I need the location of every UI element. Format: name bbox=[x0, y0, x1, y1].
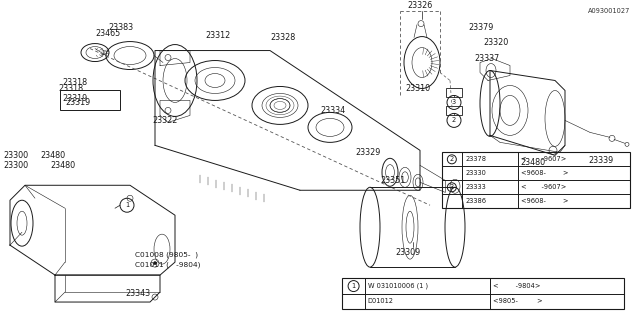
Text: 23386: 23386 bbox=[465, 198, 486, 204]
Text: 23351: 23351 bbox=[380, 176, 405, 185]
Text: W 031010006 (1 ): W 031010006 (1 ) bbox=[368, 283, 428, 289]
Bar bbox=[442, 152, 630, 208]
Text: 23378: 23378 bbox=[465, 156, 486, 162]
Bar bbox=[60, 91, 120, 110]
Text: 23480: 23480 bbox=[40, 151, 65, 160]
Bar bbox=[342, 278, 624, 309]
Text: 3: 3 bbox=[452, 100, 456, 106]
Text: 23318: 23318 bbox=[62, 78, 87, 87]
Text: 23319: 23319 bbox=[65, 98, 90, 107]
Text: 23320: 23320 bbox=[483, 38, 508, 47]
Text: C01011 (   -9804): C01011 ( -9804) bbox=[135, 262, 200, 268]
Text: 23383: 23383 bbox=[108, 23, 133, 32]
Text: 2: 2 bbox=[450, 156, 454, 162]
Text: 23333: 23333 bbox=[465, 184, 486, 190]
Text: 23329: 23329 bbox=[355, 148, 380, 157]
Text: 23465: 23465 bbox=[95, 29, 120, 38]
Text: 3: 3 bbox=[450, 184, 454, 190]
Text: 23310: 23310 bbox=[405, 84, 430, 93]
Text: 23480: 23480 bbox=[520, 158, 545, 167]
Bar bbox=[446, 88, 462, 98]
Text: <       -9607>: < -9607> bbox=[522, 156, 567, 162]
Bar bbox=[446, 107, 462, 116]
Text: 23309: 23309 bbox=[395, 248, 420, 257]
Text: 23337: 23337 bbox=[474, 54, 499, 63]
Text: D01012: D01012 bbox=[368, 298, 394, 304]
Text: 2: 2 bbox=[452, 117, 456, 124]
Text: 23339: 23339 bbox=[588, 156, 613, 165]
Text: 23330: 23330 bbox=[465, 170, 486, 176]
Text: 23318: 23318 bbox=[58, 84, 83, 93]
Text: 23334: 23334 bbox=[320, 106, 345, 115]
Text: C01008 (9805-  ): C01008 (9805- ) bbox=[135, 252, 198, 258]
Text: 23343: 23343 bbox=[125, 289, 150, 298]
Text: 23300: 23300 bbox=[3, 151, 28, 160]
Text: 1: 1 bbox=[351, 283, 356, 289]
Text: 23326: 23326 bbox=[408, 1, 433, 10]
Text: <        -9804>: < -9804> bbox=[493, 283, 540, 289]
Circle shape bbox=[154, 262, 157, 265]
Text: 1: 1 bbox=[125, 202, 129, 208]
Text: 23328: 23328 bbox=[270, 33, 295, 42]
Text: 23322: 23322 bbox=[152, 116, 177, 125]
Text: 23379: 23379 bbox=[468, 23, 493, 32]
Text: <9805-         >: <9805- > bbox=[493, 298, 542, 304]
Text: <9608-        >: <9608- > bbox=[522, 198, 569, 204]
Text: 23312: 23312 bbox=[205, 31, 230, 40]
Text: A093001027: A093001027 bbox=[588, 8, 630, 14]
Text: 23300: 23300 bbox=[3, 161, 28, 170]
Text: <       -9607>: < -9607> bbox=[522, 184, 567, 190]
Text: 23480: 23480 bbox=[50, 161, 75, 170]
Text: <9608-        >: <9608- > bbox=[522, 170, 569, 176]
Text: 23319: 23319 bbox=[62, 94, 87, 103]
